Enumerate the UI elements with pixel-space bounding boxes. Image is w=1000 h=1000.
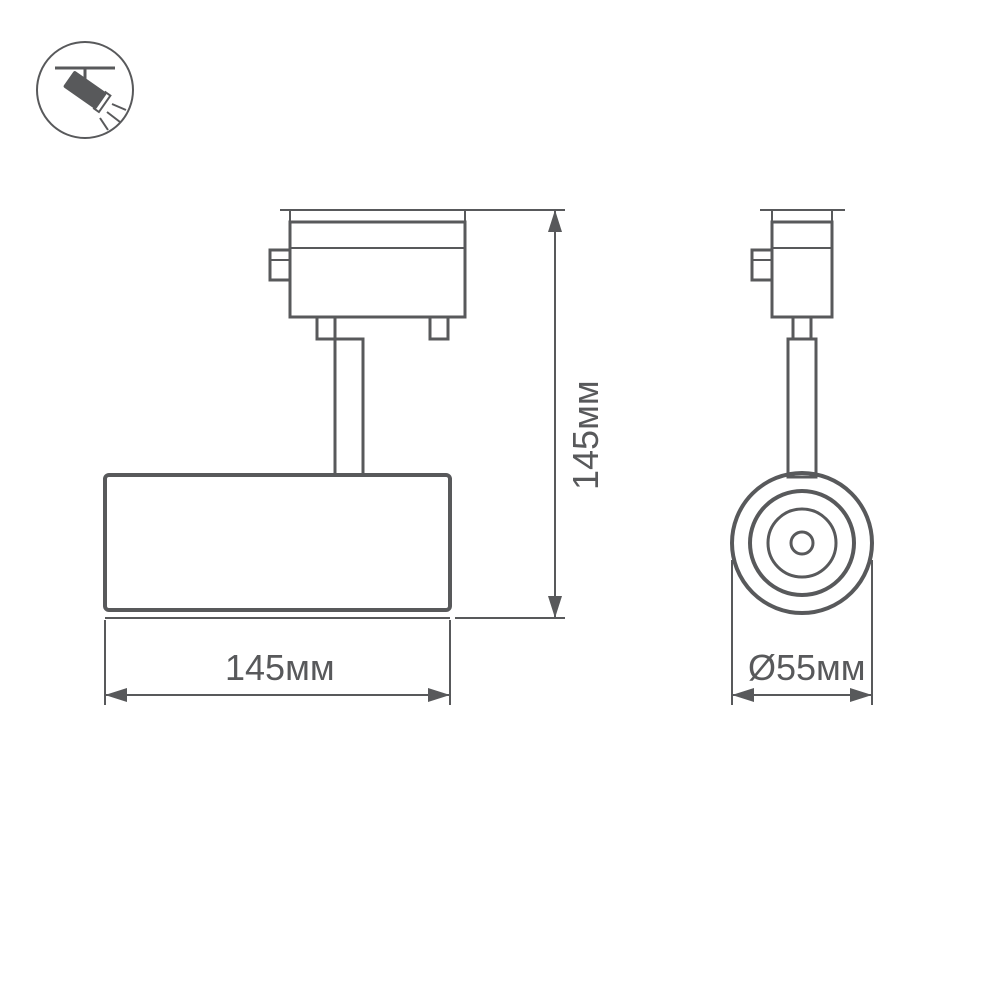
width-label: 145мм xyxy=(225,647,335,688)
adapter xyxy=(270,210,465,339)
height-label: 145мм xyxy=(565,380,606,490)
lamp-body xyxy=(105,475,450,618)
diameter-label: Ø55мм xyxy=(748,647,866,688)
tech-drawing: 145мм 145мм Ø55мм xyxy=(0,0,1000,1000)
right-view xyxy=(732,210,872,613)
left-view xyxy=(105,210,475,618)
adapter-front xyxy=(752,210,832,339)
dimension-height: 145мм xyxy=(455,210,606,618)
spotlight-badge-icon xyxy=(37,42,133,138)
stem xyxy=(335,339,363,475)
dimension-width: 145мм xyxy=(105,620,450,705)
stem-front xyxy=(788,339,816,477)
dimension-diameter: Ø55мм xyxy=(732,560,872,705)
lamp-face xyxy=(732,473,872,613)
